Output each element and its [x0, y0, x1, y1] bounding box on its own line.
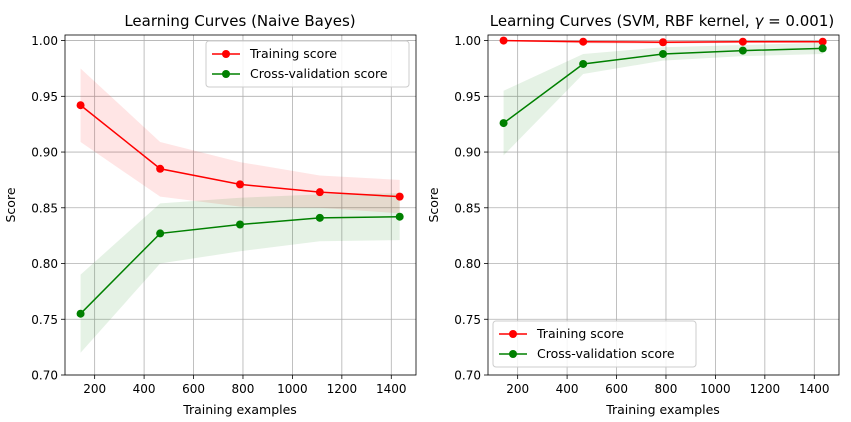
data-point-1	[315, 213, 324, 222]
plot-frame	[487, 34, 840, 376]
x-tick-label: 800	[655, 382, 678, 396]
legend-box	[492, 320, 697, 368]
x-tick-label: 1400	[799, 382, 830, 396]
x-tick-labels: 200 400 600 800 1000 1200 1400	[506, 382, 829, 396]
legend-box	[205, 40, 410, 88]
x-tick-label: 600	[182, 382, 205, 396]
y-tick-label: 0.90	[454, 146, 481, 160]
data-point-0	[156, 164, 165, 173]
ticks	[484, 40, 815, 379]
legend: Training score Cross-validation score	[205, 40, 410, 88]
y-tick-label: 0.85	[31, 201, 58, 215]
y-tick-label: 0.70	[31, 369, 58, 383]
data-point-0	[76, 101, 85, 110]
confidence-band-0	[80, 68, 400, 214]
y-tick-labels: 0.70 0.75 0.80 0.85 0.90 0.95 1.00	[454, 34, 481, 382]
y-tick-labels: 0.70 0.75 0.80 0.85 0.90 0.95 1.00	[31, 34, 58, 382]
y-tick-label: 0.80	[31, 257, 58, 271]
plot-frame	[64, 34, 417, 376]
y-axis-label: Score	[426, 187, 441, 222]
chart-title: Learning Curves (SVM, RBF kernel, γ = 0.…	[490, 12, 834, 30]
legend-label-training: Training score	[536, 326, 624, 341]
legend-marker-training	[222, 50, 230, 58]
data-point-1	[156, 229, 165, 238]
y-tick-label: 0.75	[31, 313, 58, 327]
x-tick-label: 1000	[700, 382, 731, 396]
legend-marker-training	[509, 330, 517, 338]
data-point-0	[659, 38, 668, 47]
chart-title: Learning Curves (Naive Bayes)	[124, 12, 355, 30]
x-axis-label: Training examples	[182, 402, 297, 417]
x-tick-label: 200	[83, 382, 106, 396]
chart-title-suffix: = 0.001)	[763, 12, 834, 30]
y-tick-label: 0.70	[454, 369, 481, 383]
y-tick-label: 0.95	[31, 90, 58, 104]
y-tick-label: 0.80	[454, 257, 481, 271]
x-tick-label: 200	[506, 382, 529, 396]
y-tick-label: 0.95	[454, 90, 481, 104]
chart-svm-rbf: Learning Curves (SVM, RBF kernel, γ = 0.…	[426, 12, 840, 417]
data-point-0	[579, 37, 588, 46]
data-point-0	[395, 192, 404, 201]
chart-title-prefix: Learning Curves (SVM, RBF kernel,	[490, 12, 755, 30]
data-point-0	[738, 37, 747, 46]
data-point-0	[315, 188, 324, 197]
data-point-1	[659, 49, 668, 58]
x-axis-label: Training examples	[605, 402, 720, 417]
legend-label-training: Training score	[249, 46, 337, 61]
x-tick-label: 400	[556, 382, 579, 396]
x-tick-label: 1200	[327, 382, 358, 396]
data-point-1	[579, 59, 588, 68]
y-tick-label: 0.90	[31, 146, 58, 160]
x-tick-label: 800	[232, 382, 255, 396]
series-markers	[76, 101, 404, 318]
y-tick-label: 0.85	[454, 201, 481, 215]
legend-marker-cv	[509, 350, 517, 358]
legend-label-cv: Cross-validation score	[537, 346, 675, 361]
data-point-1	[738, 46, 747, 55]
data-point-0	[499, 36, 508, 45]
y-tick-label: 0.75	[454, 313, 481, 327]
legend-marker-cv	[222, 70, 230, 78]
x-tick-label: 1000	[277, 382, 308, 396]
legend: Training score Cross-validation score	[492, 320, 697, 368]
x-tick-label: 400	[133, 382, 156, 396]
legend-label-cv: Cross-validation score	[250, 66, 388, 81]
confidence-band-1	[503, 42, 823, 156]
series-markers	[499, 36, 827, 128]
data-point-1	[395, 212, 404, 221]
data-point-1	[76, 309, 85, 318]
confidence-bands	[80, 68, 400, 353]
data-point-0	[236, 180, 245, 189]
x-tick-label: 600	[605, 382, 628, 396]
chart-naive-bayes: Learning Curves (Naive Bayes) 200 400 60…	[3, 12, 417, 417]
y-tick-label: 1.00	[31, 34, 58, 48]
ticks	[61, 40, 392, 379]
x-tick-labels: 200 400 600 800 1000 1200 1400	[83, 382, 406, 396]
data-point-1	[499, 119, 508, 128]
chart-title-gamma: γ	[754, 12, 764, 30]
x-tick-label: 1200	[750, 382, 781, 396]
data-point-1	[236, 220, 245, 229]
y-tick-label: 1.00	[454, 34, 481, 48]
data-point-0	[818, 37, 827, 46]
data-point-1	[818, 44, 827, 53]
y-axis-label: Score	[3, 187, 18, 222]
x-tick-label: 1400	[376, 382, 407, 396]
